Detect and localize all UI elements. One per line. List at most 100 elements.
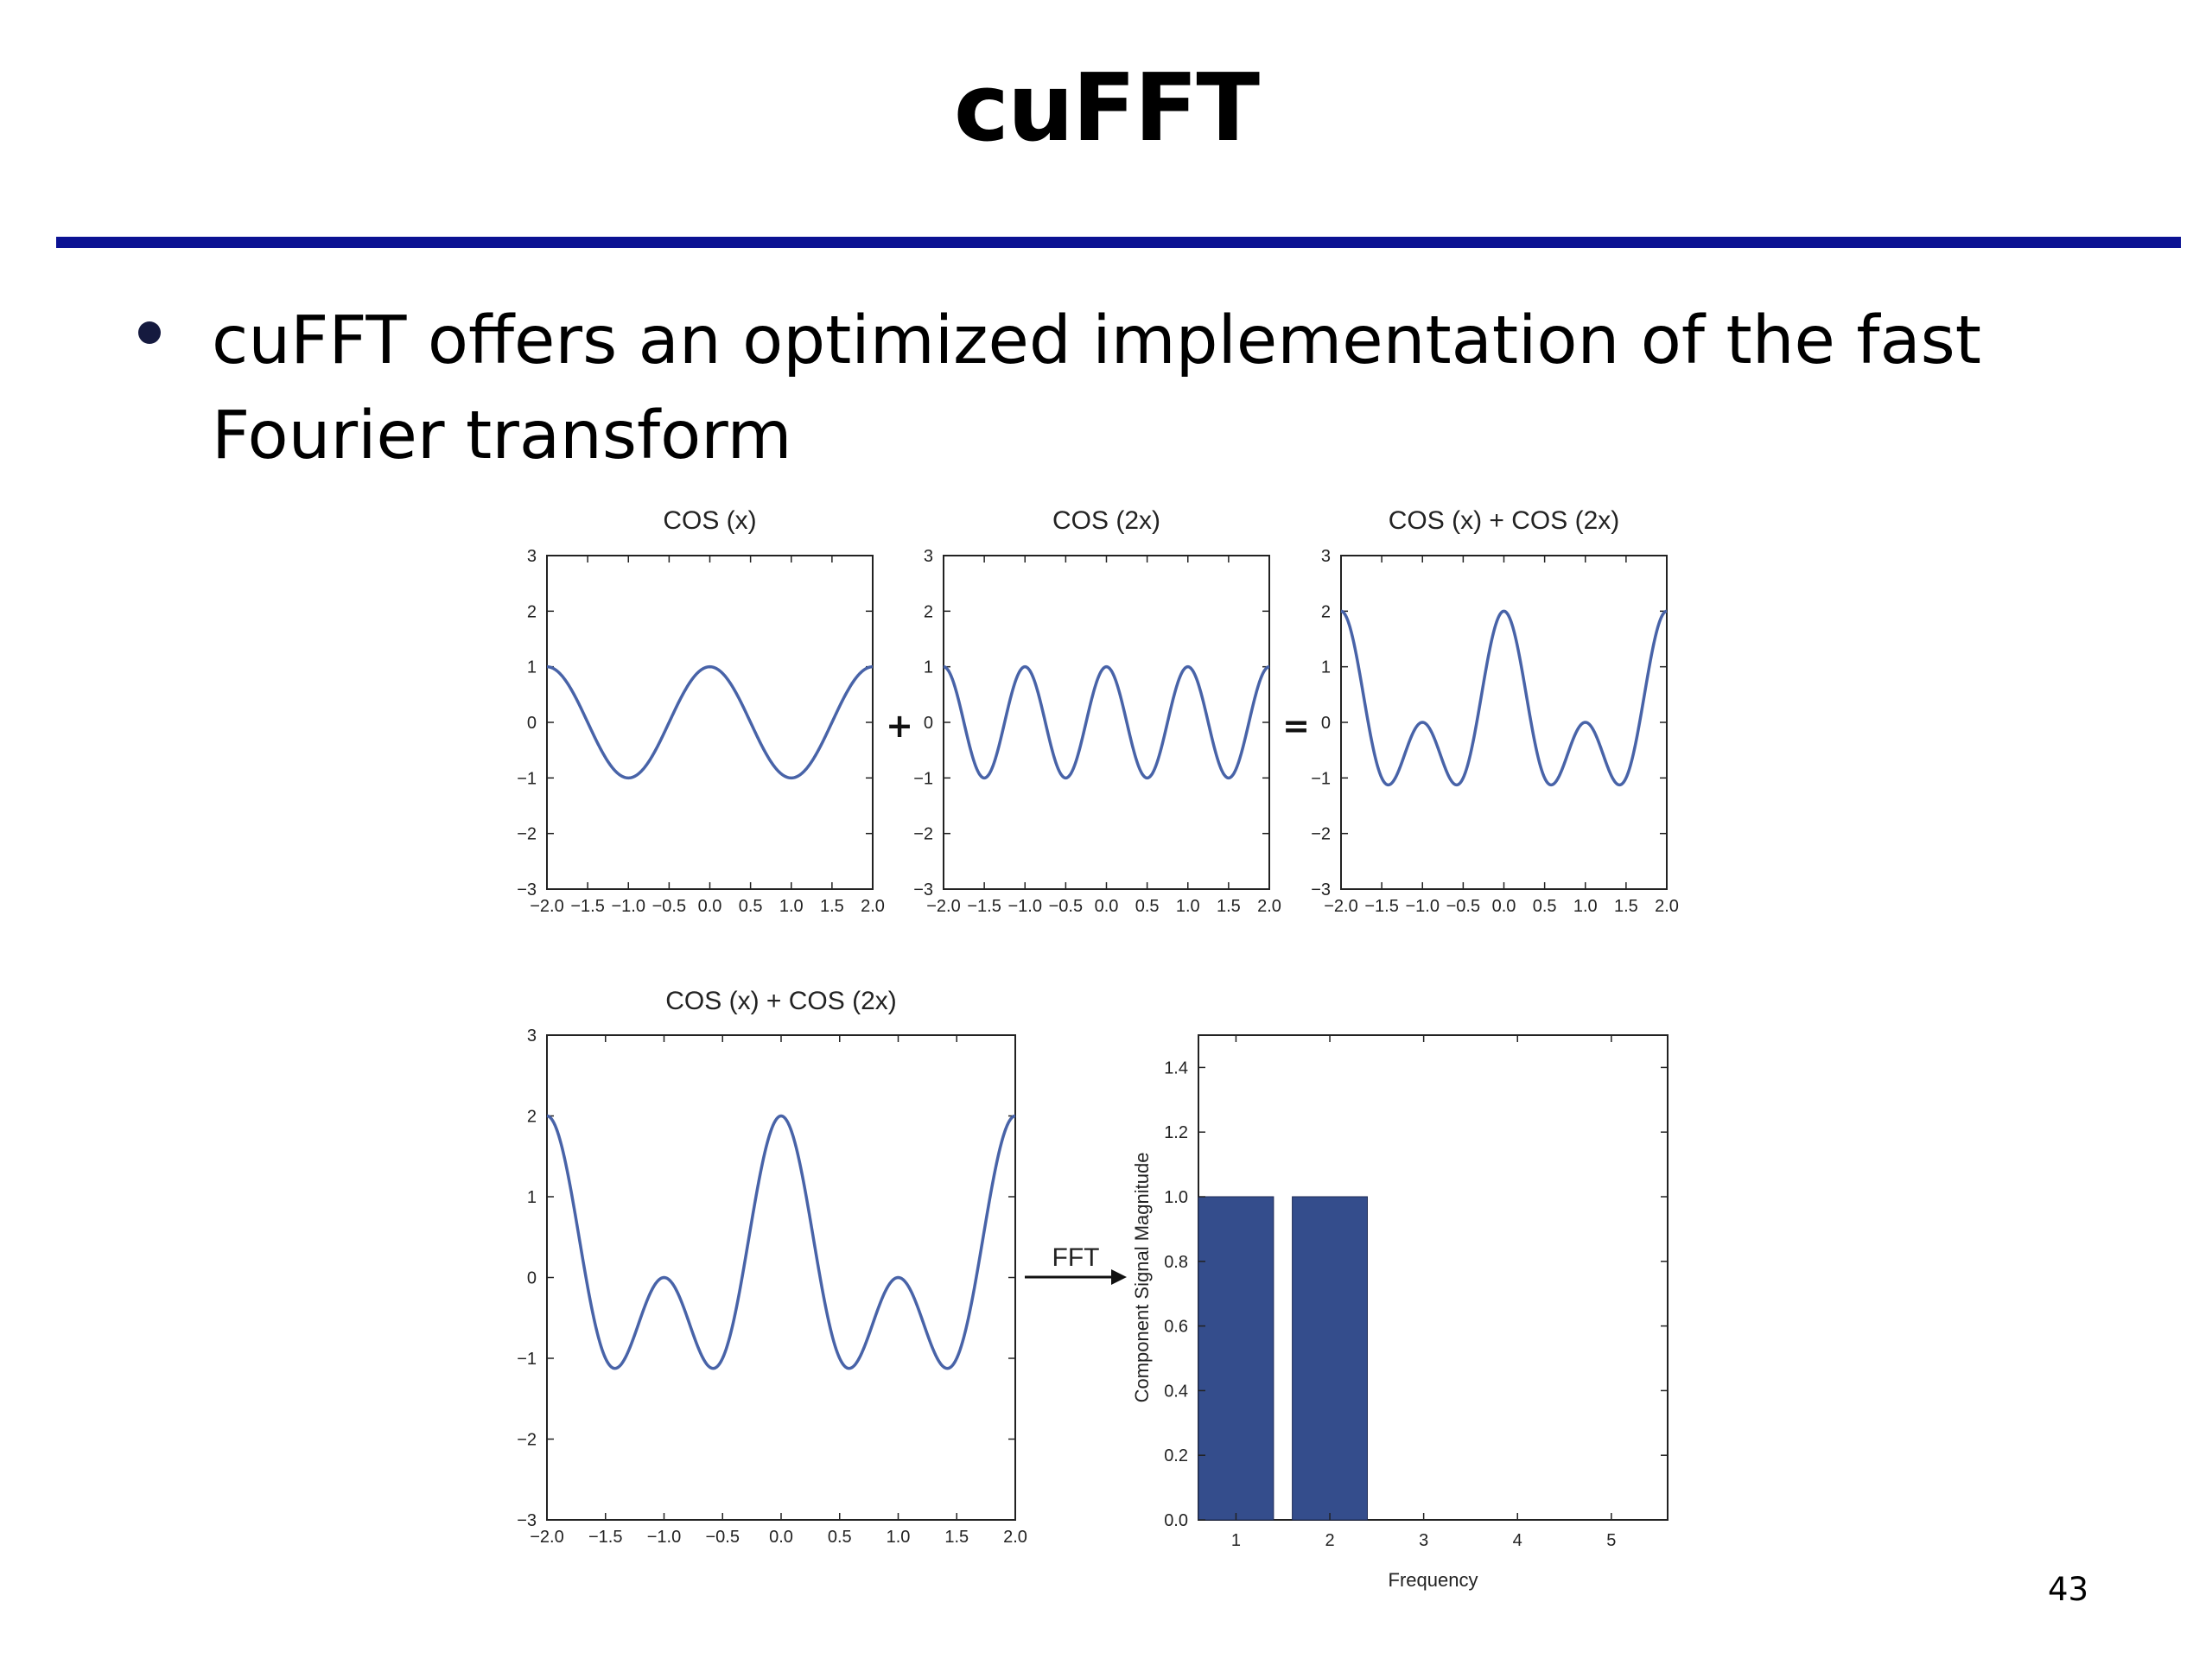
series-line: [546, 1114, 1016, 1370]
x-tick-label: 1.0: [1176, 897, 1200, 916]
x-tick-label: 1.5: [944, 1528, 969, 1547]
plot-frame: [546, 555, 874, 890]
series-line: [546, 664, 874, 780]
y-tick-label: 0.0: [1164, 1511, 1188, 1530]
arrow-right-icon: [1025, 1269, 1127, 1285]
x-tick-label: 3: [1419, 1531, 1428, 1550]
y-tick-label: 2: [527, 602, 537, 621]
x-tick-label: −1.0: [1008, 897, 1042, 916]
x-tick-label: 0.0: [1095, 897, 1119, 916]
x-tick-label: −1.5: [588, 1528, 622, 1547]
y-tick-label: 0.6: [1164, 1318, 1188, 1337]
x-tick-label: 0.5: [739, 897, 763, 916]
x-tick-label: 5: [1606, 1531, 1616, 1550]
x-tick-label: −1.5: [570, 897, 604, 916]
x-tick-label: −1.5: [967, 897, 1001, 916]
bar: [1198, 1196, 1274, 1521]
y-tick-label: 1: [527, 1188, 537, 1207]
y-tick-label: 0.8: [1164, 1253, 1188, 1272]
chart-cos-x: COS (x) −2.0 −1.5 −1.0 −0.5 0.0 0.5 1.0 1.5 2.0 3 2…: [517, 506, 885, 916]
y-tick-label: 3: [527, 1027, 537, 1046]
x-tick-label: −0.5: [706, 1528, 740, 1547]
y-tick-label: −2: [517, 1431, 537, 1450]
x-tick-label: 2: [1325, 1531, 1334, 1550]
y-tick-label: 0: [1321, 714, 1331, 733]
y-tick-label: 1.4: [1164, 1058, 1188, 1077]
equals-operator: =: [1282, 707, 1310, 745]
y-tick-label: 1: [924, 658, 933, 677]
y-tick-label: 0.2: [1164, 1446, 1188, 1465]
x-tick-label: 1.5: [820, 897, 844, 916]
x-tick-label: −2.0: [926, 897, 960, 916]
chart-cos-sum: COS (x) + COS (2x) −2.0 −1.5 −1.0 −0.5 0.0 0.5…: [1311, 506, 1679, 916]
series-line: [943, 664, 1270, 780]
bar: [1292, 1196, 1368, 1521]
y-tick-label: −2: [517, 825, 537, 844]
chart-cos-2x: COS (2x) −2.0 −1.5 −1.0 −0.5 0.0 0.5 1.0 1.5 2.0 3…: [913, 506, 1281, 916]
y-tick-label: −2: [1311, 825, 1331, 844]
x-tick-label: 2.0: [1655, 897, 1679, 916]
x-tick-label: −1.0: [647, 1528, 681, 1547]
bullet-text: cuFFT offers an optimized implementation…: [212, 302, 1981, 474]
x-tick-label: 2.0: [861, 897, 885, 916]
x-tick-label: −2.0: [530, 897, 563, 916]
x-tick-label: −2.0: [530, 1528, 563, 1547]
plot-frame: [943, 555, 1270, 890]
y-tick-label: 2: [1321, 602, 1331, 621]
x-axis-label: Frequency: [1389, 1569, 1478, 1591]
chart-title: COS (x) + COS (2x): [1389, 506, 1620, 535]
title-rule: [56, 237, 2181, 248]
y-tick-label: −1: [517, 769, 537, 788]
x-tick-label: 1.5: [1217, 897, 1241, 916]
y-tick-label: −2: [913, 825, 933, 844]
fft-arrow-label: FFT: [1052, 1243, 1100, 1272]
y-tick-label: 0: [924, 714, 933, 733]
x-tick-label: −1.0: [612, 897, 645, 916]
page-number: 43: [2048, 1571, 2089, 1608]
x-tick-label: −1.0: [1406, 897, 1440, 916]
y-tick-label: −1: [1311, 769, 1331, 788]
x-tick-label: 1.0: [887, 1528, 911, 1547]
plot-frame: [546, 1034, 1016, 1521]
y-tick-label: 1.0: [1164, 1188, 1188, 1207]
y-tick-label: 3: [527, 547, 537, 566]
y-tick-label: 0: [527, 714, 537, 733]
bullet-point-icon: [138, 321, 161, 344]
x-tick-label: 0.0: [1492, 897, 1516, 916]
plot-frame: [1340, 555, 1668, 890]
chart-cos-sum-large: COS (x) + COS (2x) −2.0 −1.5 −1.0 −0.5 0.0 0.5…: [517, 987, 1027, 1547]
y-tick-label: 3: [924, 547, 933, 566]
x-tick-label: 1.0: [1573, 897, 1598, 916]
x-tick-label: 2.0: [1257, 897, 1281, 916]
y-tick-label: −1: [517, 1350, 537, 1369]
x-tick-label: 0.0: [698, 897, 722, 916]
plus-operator: +: [886, 707, 913, 745]
x-tick-label: 4: [1513, 1531, 1522, 1550]
x-tick-label: 2.0: [1003, 1528, 1027, 1547]
y-tick-label: 1: [1321, 658, 1331, 677]
series-line: [1340, 609, 1668, 787]
chart-title: COS (2x): [1052, 506, 1160, 535]
x-tick-label: −0.5: [652, 897, 686, 916]
chart-title: COS (x) + COS (2x): [665, 987, 897, 1015]
x-tick-label: 0.0: [769, 1528, 793, 1547]
chart-fft-magnitude: 1 2 3 4 5 0.0 0.2 0.4 0.6 0.8 1.0 1.2 1.4 Frequency Co…: [1131, 1034, 1669, 1591]
chart-title: COS (x): [663, 506, 756, 535]
x-tick-label: 0.5: [828, 1528, 852, 1547]
x-tick-label: 1.0: [779, 897, 804, 916]
x-tick-label: 0.5: [1135, 897, 1160, 916]
y-tick-label: −3: [913, 880, 933, 899]
x-tick-label: 0.5: [1533, 897, 1557, 916]
y-tick-label: −1: [913, 769, 933, 788]
y-tick-label: 1: [527, 658, 537, 677]
y-tick-label: 0: [527, 1269, 537, 1288]
slide-title: cuFFT: [953, 54, 1260, 162]
y-tick-label: 3: [1321, 547, 1331, 566]
y-tick-label: 0.4: [1164, 1382, 1188, 1401]
x-tick-label: −2.0: [1324, 897, 1357, 916]
y-axis-label: Component Signal Magnitude: [1131, 1153, 1153, 1403]
x-tick-label: 1.5: [1614, 897, 1638, 916]
y-tick-label: 2: [527, 1108, 537, 1127]
y-tick-label: −3: [1311, 880, 1331, 899]
